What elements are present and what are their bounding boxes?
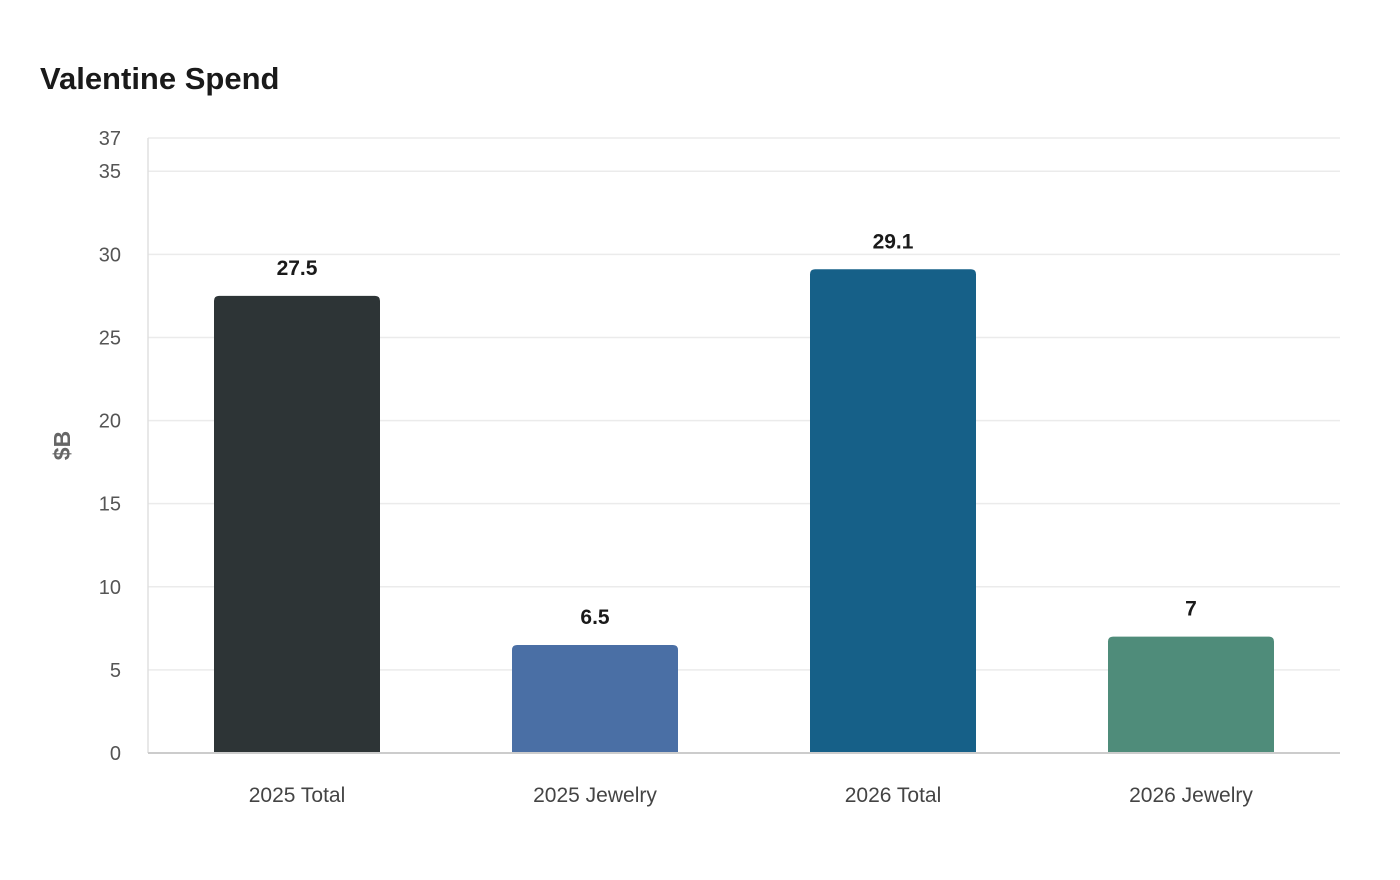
- y-tick-label: 5: [110, 660, 121, 682]
- y-tick-label: 0: [110, 743, 121, 765]
- data-label-1: 6.5: [580, 606, 610, 629]
- axes: $B: [49, 138, 1340, 754]
- data-label-0: 27.5: [277, 257, 318, 280]
- y-tick-label: 25: [99, 327, 121, 349]
- labels: 0 5 10 15 20 25 30 35 37 27.5 2025 Total 6.5 2025 Je…: [99, 128, 1254, 807]
- data-label-3: 7: [1185, 598, 1197, 621]
- y-axis-title: $B: [49, 431, 75, 460]
- bar-0: [214, 295, 380, 753]
- y-tick-label: 37: [99, 128, 121, 150]
- category-label-1: 2025 Jewelry: [533, 784, 657, 807]
- chart-title: Valentine Spend: [40, 61, 280, 96]
- bar-1: [512, 644, 678, 753]
- y-tick-label: 20: [99, 411, 121, 433]
- bar-2: [810, 269, 976, 753]
- category-label-3: 2026 Jewelry: [1129, 784, 1253, 807]
- data-label-2: 29.1: [873, 230, 914, 253]
- y-tick-label: 35: [99, 161, 121, 183]
- y-tick-label: 15: [99, 494, 121, 516]
- y-tick-label: 30: [99, 244, 121, 266]
- category-label-2: 2026 Total: [845, 784, 942, 807]
- category-label-0: 2025 Total: [249, 784, 346, 807]
- y-tick-label: 10: [99, 577, 121, 599]
- bar-3: [1108, 636, 1274, 753]
- bars: [214, 269, 1274, 753]
